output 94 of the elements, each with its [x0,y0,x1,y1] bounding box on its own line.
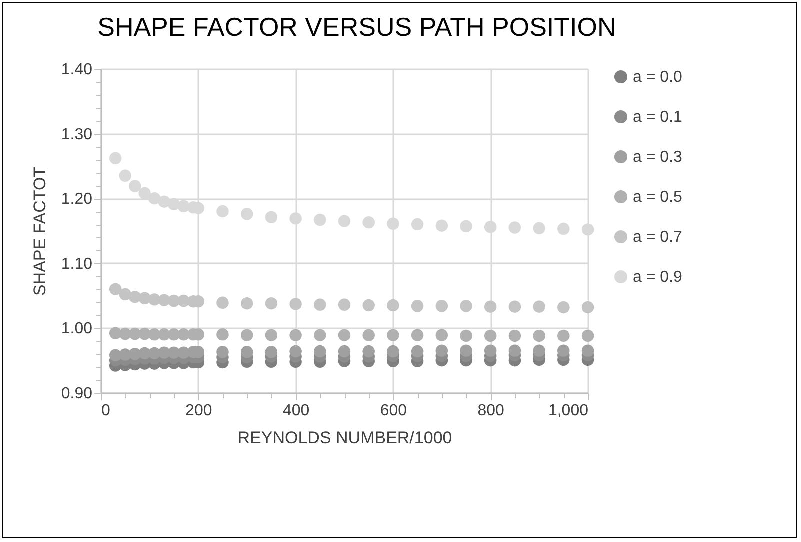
point [387,299,400,312]
point [533,222,546,235]
point [436,344,448,357]
y-tick-label: 1.20 [61,191,93,208]
legend-label: a = 0.5 [633,189,682,206]
point [240,329,254,342]
point [314,298,326,311]
point [240,297,254,310]
point [290,212,302,225]
point [119,288,132,301]
point [558,222,570,236]
point [240,346,254,358]
point [508,300,522,313]
point [533,300,546,313]
point [265,346,278,358]
point [338,329,351,342]
point [362,329,375,342]
point [582,224,594,236]
point [411,345,424,358]
point [216,346,229,358]
point [582,301,594,314]
point [362,345,375,358]
x-tick-label: 0 [102,402,110,420]
point [484,330,497,342]
point [387,345,400,358]
point [460,344,472,357]
point [119,170,132,182]
point [533,344,546,357]
y-tick-label: 1.30 [61,126,93,144]
point [265,329,278,342]
point [436,300,448,312]
point [484,221,497,234]
point [460,220,472,233]
point [216,328,229,341]
point [436,329,448,342]
point [362,299,375,312]
point [240,208,254,220]
point [128,180,142,192]
point [460,300,472,312]
point [314,214,326,226]
point [387,329,400,342]
point [387,218,400,230]
point [558,344,570,357]
x-tick-label: 1,000 [548,402,589,420]
legend-label: a = 0.9 [633,269,682,286]
point [411,218,424,231]
point [582,330,594,342]
point [558,330,570,342]
point [265,211,278,224]
legend-label: a = 0.3 [633,149,682,166]
point [484,300,497,313]
point [158,196,170,208]
point [109,152,122,165]
point [362,216,375,229]
x-tick-label: 400 [282,402,310,420]
y-tick-label: 1.40 [61,62,93,78]
point [508,330,522,342]
point [558,301,570,314]
point [168,198,180,211]
x-axis-title: REYNOLDS NUMBER/1000 [238,428,452,448]
point [148,192,161,205]
point [290,329,302,342]
point [338,298,351,311]
point [411,300,424,312]
point [216,205,229,218]
point [338,345,351,358]
point [216,296,229,310]
y-tick-label: 0.90 [61,386,93,402]
point [460,330,472,342]
point [265,297,278,310]
point [314,329,326,342]
point [582,344,594,357]
point [484,344,497,357]
point [411,329,424,342]
point [314,345,326,358]
legend-label: a = 0.0 [633,69,682,86]
point [338,215,351,228]
point [508,344,522,357]
chart-title: SHAPE FACTOR VERSUS PATH POSITION [98,12,616,42]
x-tick-label: 800 [478,402,505,420]
point [138,187,151,200]
y-tick-label: 1.10 [61,256,93,273]
point [508,222,522,234]
x-tick-label: 600 [380,402,408,420]
legend-label: a = 0.1 [633,109,682,126]
point [290,345,302,358]
point [533,330,546,342]
y-tick-label: 1.00 [61,320,93,338]
x-tick-label: 200 [186,402,212,420]
point [436,220,448,232]
point [290,298,302,310]
point [109,283,122,296]
y-axis-title: SHAPE FACTOT [30,166,50,296]
legend-label: a = 0.7 [633,229,682,246]
